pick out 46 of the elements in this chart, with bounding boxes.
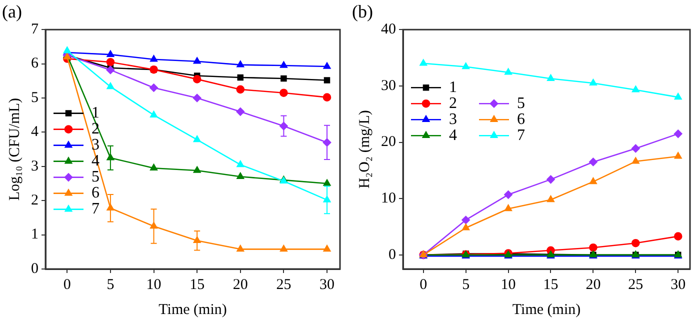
y-tick-label: 1 bbox=[31, 226, 38, 243]
legend-label: 5 bbox=[92, 168, 100, 186]
y-tick-label: 6 bbox=[31, 56, 39, 72]
x-tick-label: 0 bbox=[63, 276, 71, 293]
legend-label: 1 bbox=[449, 78, 457, 96]
y-tick-label: 3 bbox=[31, 158, 38, 174]
chart-title: (b) bbox=[352, 2, 373, 22]
y-tick-label: 20 bbox=[381, 134, 396, 150]
x-tick-label: 20 bbox=[232, 276, 248, 293]
y-tick-label: 2 bbox=[31, 192, 38, 209]
legend-label: 2 bbox=[449, 94, 457, 112]
x-axis-title: Time (min) bbox=[512, 302, 581, 318]
legend-label: 7 bbox=[92, 200, 100, 218]
y-tick-label: 10 bbox=[381, 190, 396, 207]
x-tick-label: 30 bbox=[670, 276, 686, 293]
x-tick-label: 5 bbox=[462, 276, 470, 293]
x-tick-label: 25 bbox=[628, 276, 644, 293]
x-tick-label: 10 bbox=[500, 276, 516, 293]
x-tick-label: 25 bbox=[276, 276, 292, 293]
x-tick-label: 10 bbox=[146, 276, 162, 293]
legend-label: 5 bbox=[517, 94, 525, 112]
y-tick-label: 4 bbox=[31, 124, 39, 140]
legend-label: 3 bbox=[92, 136, 100, 154]
y-tick-label: 40 bbox=[381, 22, 396, 38]
legend-label: 4 bbox=[449, 126, 457, 144]
legend-label: 1 bbox=[92, 104, 100, 122]
x-tick-label: 15 bbox=[190, 276, 205, 293]
legend-label: 2 bbox=[92, 120, 100, 138]
x-axis-title: Time (min) bbox=[158, 302, 227, 318]
x-tick-label: 15 bbox=[543, 276, 558, 293]
y-tick-label: 7 bbox=[31, 22, 39, 38]
legend-label: 7 bbox=[517, 126, 525, 144]
y-axis-title: H₂O₂ (mg/L) bbox=[356, 110, 373, 188]
x-tick-label: 20 bbox=[586, 276, 601, 293]
x-tick-label: 30 bbox=[320, 276, 335, 293]
y-tick-label: 30 bbox=[381, 78, 396, 94]
legend-label: 3 bbox=[449, 110, 457, 128]
chart-title: (a) bbox=[2, 2, 22, 22]
y-tick-label: 0 bbox=[31, 260, 38, 277]
x-tick-label: 0 bbox=[420, 276, 428, 293]
x-tick-label: 5 bbox=[106, 276, 114, 293]
legend-label: 6 bbox=[517, 110, 525, 128]
legend-label: 6 bbox=[92, 184, 100, 202]
y-tick-label: 5 bbox=[31, 90, 38, 106]
y-axis-title: Log₁₀ (CFU/mL) bbox=[6, 98, 23, 201]
y-tick-label: 0 bbox=[388, 246, 396, 263]
